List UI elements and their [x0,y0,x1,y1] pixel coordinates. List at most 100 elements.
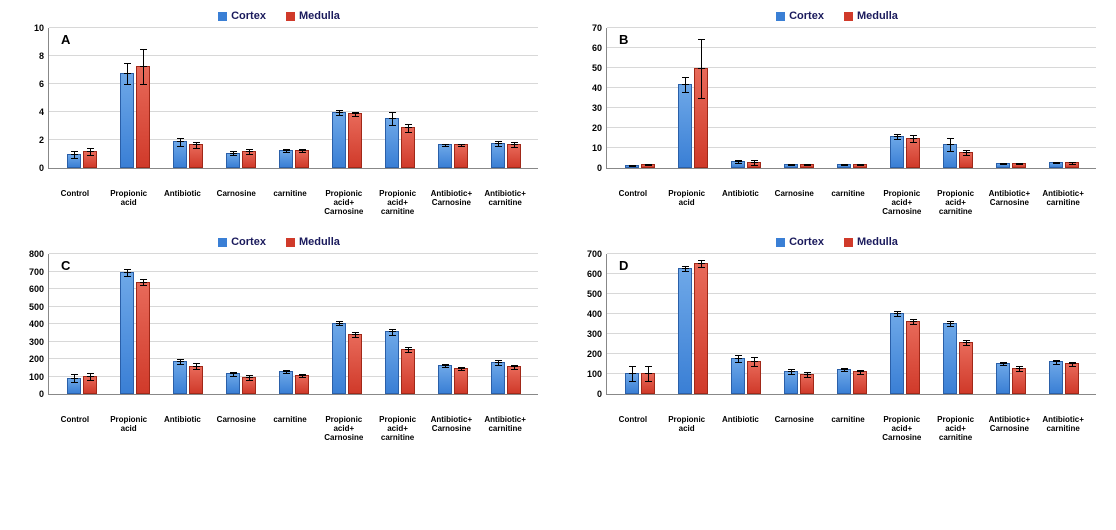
cortex-swatch [776,12,785,21]
error-bar-lower [408,350,409,353]
legend-medulla-label: Medulla [857,10,898,22]
error-bar-upper [143,49,144,67]
error-bar-lower [90,152,91,156]
chart-area: 0246810A [20,28,538,188]
error-bar-lower [233,374,234,377]
y-tick: 0 [597,163,602,173]
bar-group [931,254,984,394]
bar-cortex [385,254,399,394]
bar-medulla [959,28,973,168]
bar [226,153,240,168]
bar [1012,163,1026,168]
bar-group [108,254,161,394]
bar [332,323,346,395]
x-label: Antibiotic+Carnosine [982,188,1036,216]
bar-group [719,254,772,394]
x-label: Propionicacid [660,414,714,442]
error-bar-lower [286,372,287,374]
bar-medulla [401,254,415,394]
bar-cortex [678,254,692,394]
bar [120,272,134,395]
bar [906,138,920,168]
error-bar-lower [180,142,181,146]
y-tick: 60 [592,43,602,53]
bar [1065,363,1079,394]
bar-medulla [1065,254,1079,394]
bar-cortex [731,28,745,168]
x-label: Control [606,188,660,216]
panel-C: CortexMedulla0100200300400500600700800CC… [20,236,538,442]
bar-medulla [454,28,468,168]
error-bar-lower [754,163,755,166]
bar-group [55,254,108,394]
error-bar-lower [461,145,462,146]
bar-medulla [800,28,814,168]
error-bar-lower [514,145,515,148]
panel-label: B [619,32,628,47]
error-bar-lower [302,151,303,153]
bar-cortex [943,254,957,394]
chart-area: 0100200300400500600700800C [20,254,538,414]
y-tick: 10 [592,143,602,153]
error-bar-upper [701,39,702,69]
bar-medulla [641,254,655,394]
bar [747,361,761,394]
error-bar-lower [1003,164,1004,165]
x-label: Propionicacid+Carnosine [317,414,371,442]
legend-cortex-label: Cortex [789,236,824,248]
bar [385,331,399,394]
bar [837,164,851,168]
bar-cortex [279,254,293,394]
error-bar-lower [1056,362,1057,364]
error-bar-lower [461,369,462,371]
bar-medulla [242,28,256,168]
bar [401,127,415,168]
bar-group [108,28,161,168]
bar-medulla [853,254,867,394]
error-bar-lower [339,113,340,116]
bar [1049,162,1063,168]
bar [295,375,309,394]
error-bar-lower [754,362,755,367]
bar-medulla [1012,28,1026,168]
y-tick: 800 [29,249,44,259]
bar-cortex [173,254,187,394]
y-axis: 010203040506070 [578,28,606,168]
x-label: carnitine [263,188,317,216]
x-label: Antibiotic+Carnosine [982,414,1036,442]
bar-group [772,28,825,168]
bar-medulla [906,254,920,394]
legend-item-cortex: Cortex [218,236,266,248]
error-bar-lower [791,165,792,166]
error-bar-lower [249,378,250,381]
bar [800,374,814,394]
chart-area: 010203040506070 B [578,28,1096,188]
error-bar-lower [701,69,702,99]
error-bar-lower [302,376,303,378]
error-bar-lower [249,152,250,155]
legend-cortex-label: Cortex [789,10,824,22]
error-bar-lower [445,366,446,368]
bar [694,263,708,394]
bar [959,342,973,394]
y-tick: 0 [39,163,44,173]
error-bar-lower [286,151,287,153]
bar [120,73,134,168]
bar [784,164,798,168]
bar [943,323,957,394]
error-bar-lower [74,379,75,383]
x-label: Propionicacid+carnitine [929,414,983,442]
error-bar-lower [74,155,75,159]
bar-medulla [1065,28,1079,168]
error-bar-lower [339,324,340,327]
x-label: Propionicacid [102,188,156,216]
bar-group [666,254,719,394]
error-bar-lower [632,166,633,167]
bar-group [373,28,426,168]
bar-cortex [784,28,798,168]
bar-group [1037,28,1090,168]
x-label: Propionicacid+Carnosine [875,414,929,442]
bar [731,358,745,394]
bar-group [719,28,772,168]
bar [784,371,798,394]
